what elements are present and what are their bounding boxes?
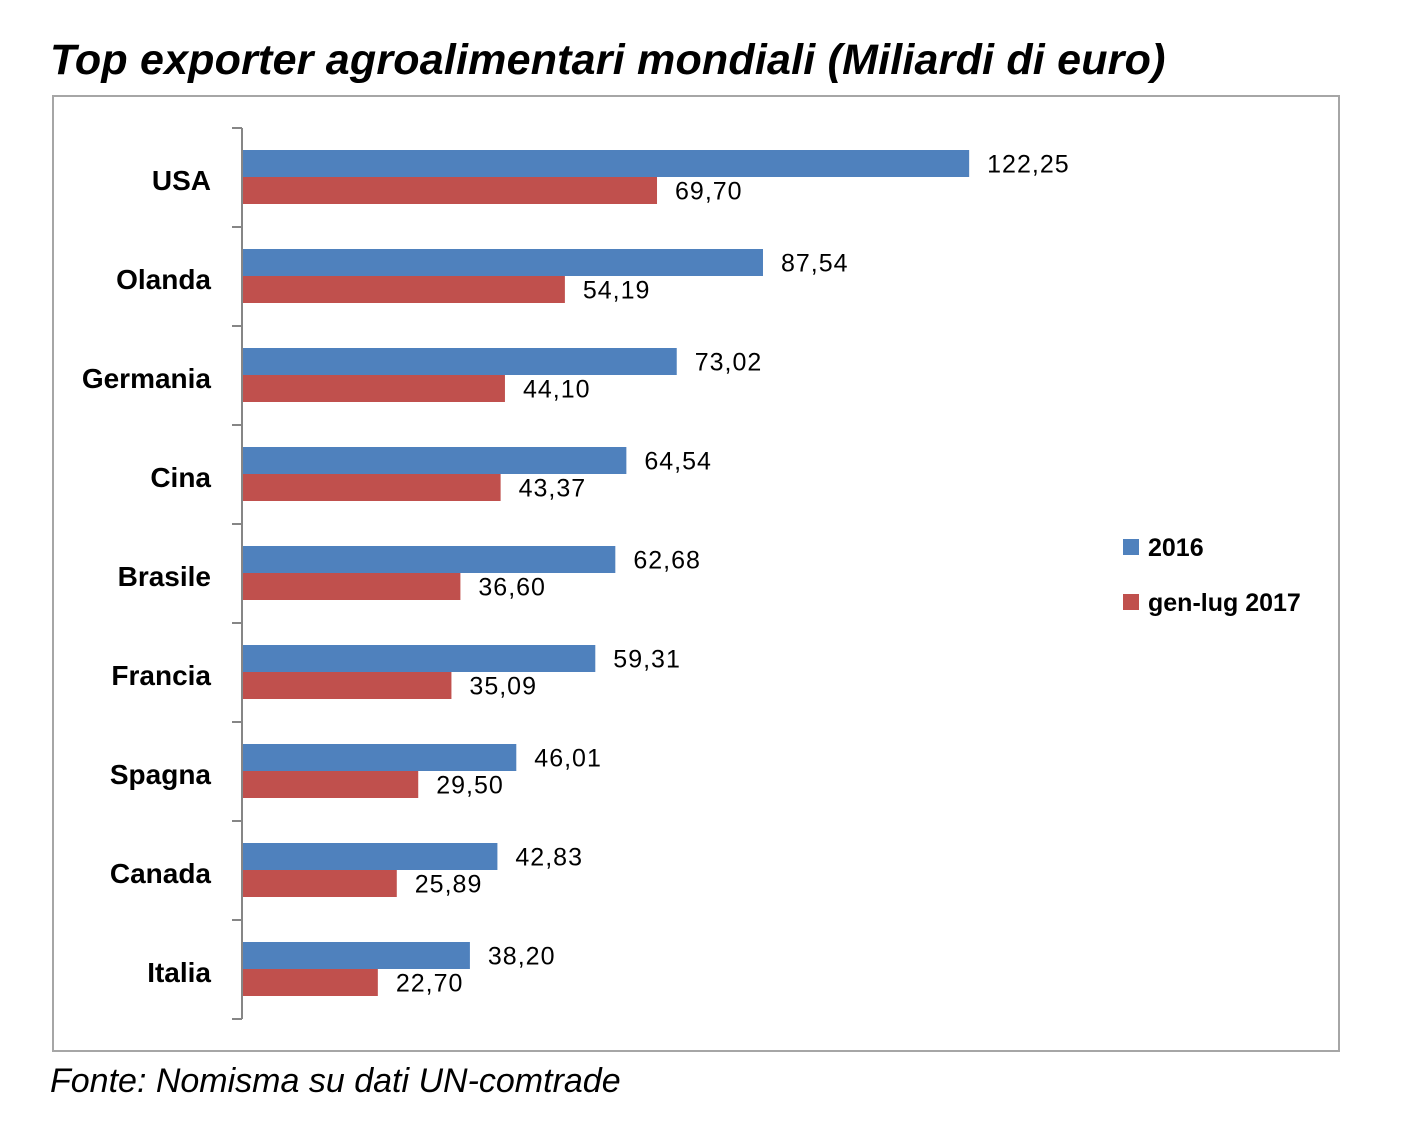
data-label: 36,60 [478,574,546,602]
bar-series-1 [243,645,596,672]
data-label: 73,02 [695,349,763,377]
category-label: USA [152,165,211,196]
category-label: Italia [147,957,211,988]
data-label: 35,09 [469,673,537,701]
data-label: 122,25 [987,151,1069,179]
data-label: 64,54 [644,448,712,476]
data-label: 25,89 [415,871,483,899]
data-label: 87,54 [781,250,849,278]
legend-label: gen-lug 2017 [1148,589,1301,617]
data-label: 62,68 [633,547,701,575]
chart-title: Top exporter agroalimentari mondiali (Mi… [50,36,1166,84]
category-label: Spagna [110,759,212,790]
legend-swatch [1123,539,1139,555]
category-label: Germania [82,363,212,394]
data-label: 42,83 [515,844,583,872]
bar-series-1 [243,150,970,177]
category-label: Canada [110,858,212,889]
bar-series-2 [243,573,461,600]
category-label: Cina [150,462,211,493]
bar-chart: USA 122,25 69,70 Olanda 87,54 54,19 Germania 73… [82,127,1301,1020]
bar-series-2 [243,276,565,303]
bar-series-1 [243,546,616,573]
source-note: Fonte: Nomisma su dati UN-comtrade [50,1062,621,1100]
data-label: 59,31 [613,646,681,674]
data-label: 69,70 [675,178,743,206]
data-label: 29,50 [436,772,504,800]
bar-series-2 [243,177,658,204]
legend-swatch [1123,594,1139,610]
bar-series-2 [243,474,501,501]
data-label: 46,01 [534,745,602,773]
category-label: Brasile [118,561,211,592]
bar-series-1 [243,249,763,276]
data-label: 44,10 [523,376,591,404]
legend-label: 2016 [1148,534,1204,562]
bar-series-2 [243,969,378,996]
bar-series-1 [243,348,677,375]
bar-series-2 [243,375,505,402]
chart-frame: USA 122,25 69,70 Olanda 87,54 54,19 Germania 73… [52,95,1340,1052]
bar-series-2 [243,870,397,897]
bar-series-1 [243,942,470,969]
category-label: Francia [111,660,211,691]
data-label: 22,70 [396,970,464,998]
bar-series-1 [243,447,627,474]
data-label: 38,20 [488,943,556,971]
bar-series-1 [243,744,517,771]
bar-series-2 [243,672,452,699]
data-label: 43,37 [519,475,587,503]
category-label: Olanda [116,264,211,295]
data-label: 54,19 [583,277,651,305]
bar-series-2 [243,771,419,798]
bar-series-1 [243,843,498,870]
